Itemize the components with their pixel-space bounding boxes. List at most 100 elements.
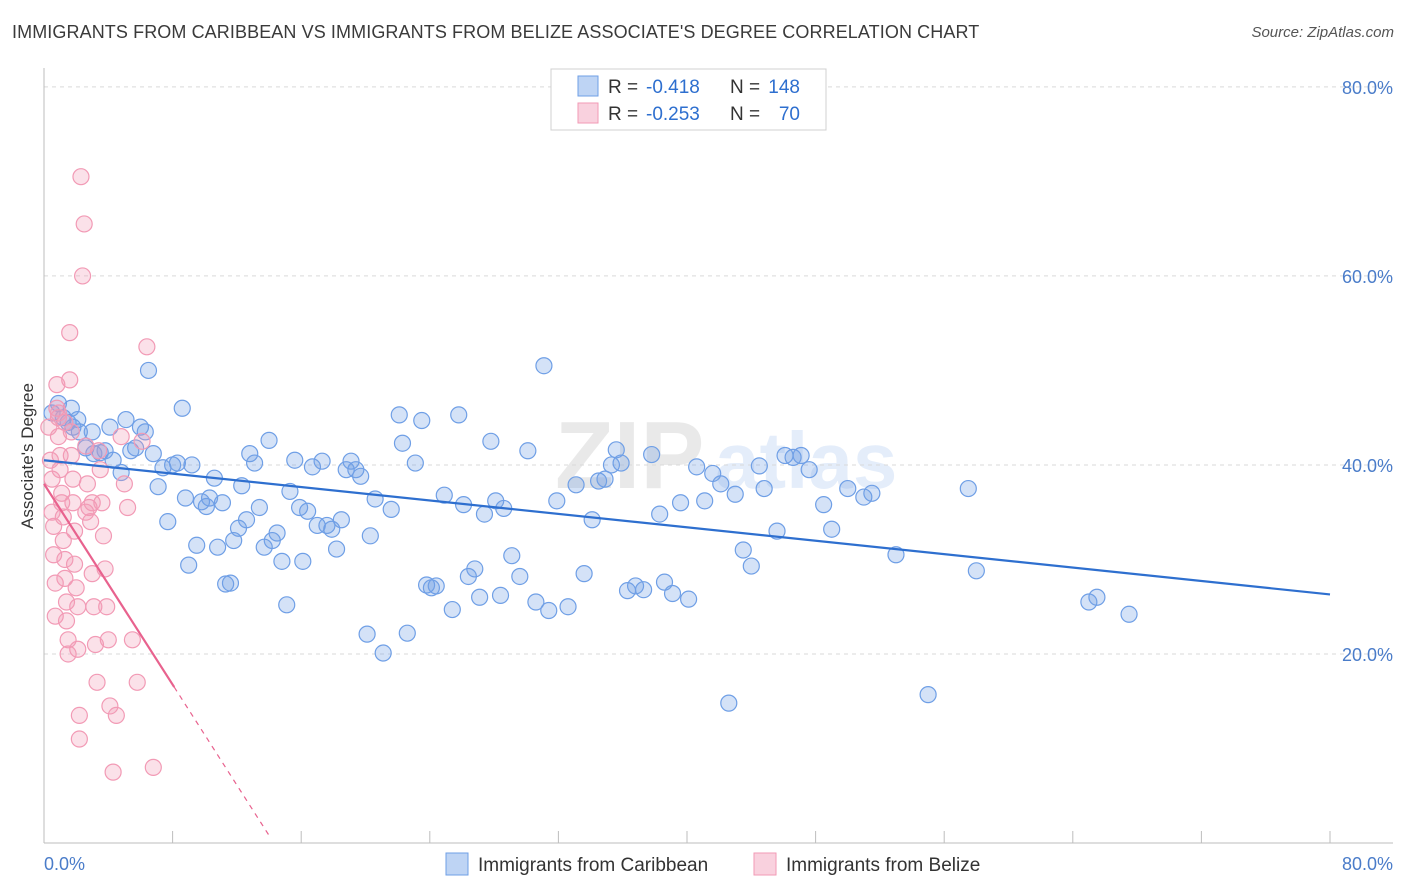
belize-point-48 [90,442,108,460]
belize-point-60 [118,498,137,517]
caribbean-point-93 [491,586,510,604]
caribbean-point-57 [294,552,312,570]
belize-point-46 [86,635,105,654]
belize-point-40 [77,437,95,455]
caribbean-point-135 [815,496,833,514]
caribbean-point-109 [607,441,625,459]
caribbean-point-74 [382,500,400,518]
caribbean-point-51 [268,524,286,542]
bottom-legend-label-belize: Immigrants from Belize [786,855,980,876]
caribbean-point-58 [299,502,317,520]
y-tick-label-40: 40.0% [1342,456,1393,476]
caribbean-point-126 [734,541,752,559]
caribbean-point-82 [427,577,445,595]
caribbean-point-133 [792,446,810,465]
legend-r-label-blue: R = [608,77,643,98]
caribbean-point-40 [221,574,240,592]
series-caribbean [43,357,1138,712]
belize-point-45 [85,598,103,616]
caribbean-point-112 [626,577,645,595]
belize-point-53 [98,598,116,616]
caribbean-point-32 [188,536,206,554]
belize-point-36 [70,730,88,748]
caribbean-point-138 [855,488,873,506]
caribbean-point-103 [567,476,585,494]
belize-point-33 [69,598,87,616]
caribbean-point-18 [127,439,145,457]
caribbean-point-31 [183,456,201,474]
belize-point-68 [77,503,95,521]
caribbean-point-17 [122,442,140,460]
caribbean-point-129 [755,479,773,498]
legend-swatch-blue [577,75,599,97]
bottom-legend-swatch-caribbean [445,852,469,876]
x-tick-label-min: 0.0% [44,854,85,874]
caribbean-point-137 [839,479,857,498]
trend-line-caribbean [43,459,1331,596]
caribbean-point-25 [159,513,177,531]
caribbean-point-67 [342,452,360,470]
belize-point-54 [99,631,117,649]
belize-point-8 [48,376,66,394]
caribbean-point-21 [139,361,158,380]
legend-r-label-pink: R = [608,104,643,125]
caribbean-point-145 [1088,588,1106,606]
caribbean-point-66 [337,461,355,479]
caribbean-point-124 [720,694,738,712]
caribbean-point-88 [466,560,484,578]
caribbean-point-146 [1120,605,1138,623]
belize-point-59 [115,475,133,493]
caribbean-point-77 [398,624,416,642]
belize-point-32 [67,579,85,597]
legend-r-value-blue: -0.418 [646,77,700,98]
caribbean-point-136 [823,520,841,538]
caribbean-point-107 [596,470,614,488]
caribbean-point-96 [511,567,529,586]
caribbean-point-120 [688,458,706,476]
belize-point-35 [70,706,88,725]
legend-box [550,68,827,131]
caribbean-point-134 [800,461,818,479]
caribbean-point-115 [651,505,669,523]
caribbean-point-46 [245,454,264,472]
caribbean-point-140 [887,546,905,564]
caribbean-point-98 [527,593,545,611]
belize-point-62 [128,673,146,691]
bottom-legend-label-caribbean: Immigrants from Caribbean [478,855,708,876]
belize-point-49 [91,461,109,479]
belize-point-29 [64,494,82,512]
y-axis-label: Associate's Degree [18,383,37,529]
caribbean-point-142 [959,479,977,498]
caribbean-point-78 [406,454,424,472]
legend-n-value-pink: 70 [779,104,800,125]
caribbean-point-119 [680,590,698,608]
belize-point-63 [133,432,151,450]
caribbean-point-125 [726,485,744,503]
trend-lines [43,459,1331,836]
caribbean-point-79 [413,411,431,430]
legend-n-label-blue: N = [730,77,765,98]
belize-point-56 [104,763,122,781]
belize-point-7 [46,607,64,625]
belize-point-14 [53,484,71,502]
caribbean-point-71 [361,527,379,545]
legend-swatch-pink [577,102,599,124]
x-ticks [43,831,1331,843]
caribbean-point-64 [327,540,346,558]
caribbean-point-27 [168,454,187,472]
caribbean-point-30 [180,556,198,574]
caribbean-point-37 [209,538,227,556]
belize-point-58 [112,427,130,446]
belize-point-61 [123,631,142,649]
caribbean-point-61 [313,452,331,470]
belize-point-5 [45,546,63,564]
caribbean-point-65 [332,511,350,529]
series-legend: Immigrants from Caribbean Immigrants fro… [445,852,980,876]
belize-point-67 [56,413,74,432]
caribbean-point-97 [519,442,537,460]
caribbean-point-104 [575,565,593,583]
belize-point-66 [49,404,68,422]
belize-point-38 [73,267,92,285]
caribbean-point-89 [471,588,489,606]
legend-n-label-pink: N = [730,104,765,125]
